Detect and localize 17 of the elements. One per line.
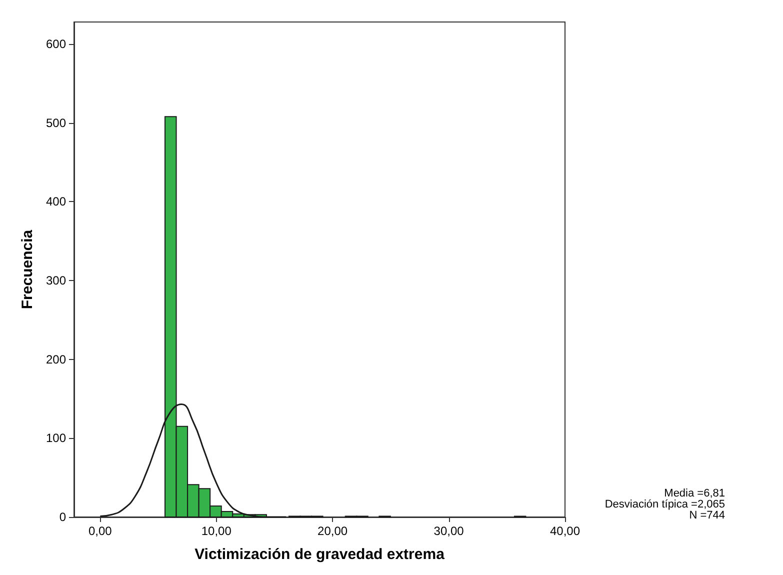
text: Media =6,81 (664, 488, 726, 500)
x-tick-label: 30,00 (434, 524, 464, 538)
x-tick-label: 0,00 (88, 524, 112, 538)
text: N =744 (689, 510, 726, 522)
y-axis-title: Frecuencia (19, 229, 36, 310)
y-tick-label: 0 (59, 510, 66, 524)
x-tick-label: 10,00 (201, 524, 232, 538)
text: Desviación típica =2,065 (604, 498, 726, 510)
y-tick-label: 600 (46, 37, 66, 52)
y-tick-label: 500 (46, 116, 66, 130)
x-tick-label: 20,00 (318, 524, 348, 538)
y-tick-label: 300 (46, 274, 66, 288)
y-tick-label: 100 (46, 431, 66, 446)
y-tick-label: 200 (46, 352, 66, 366)
y-tick-label: 400 (46, 194, 66, 209)
x-tick-label: 40,00 (550, 524, 580, 538)
x-axis-title: Victimización de gravedad extrema (194, 546, 446, 563)
